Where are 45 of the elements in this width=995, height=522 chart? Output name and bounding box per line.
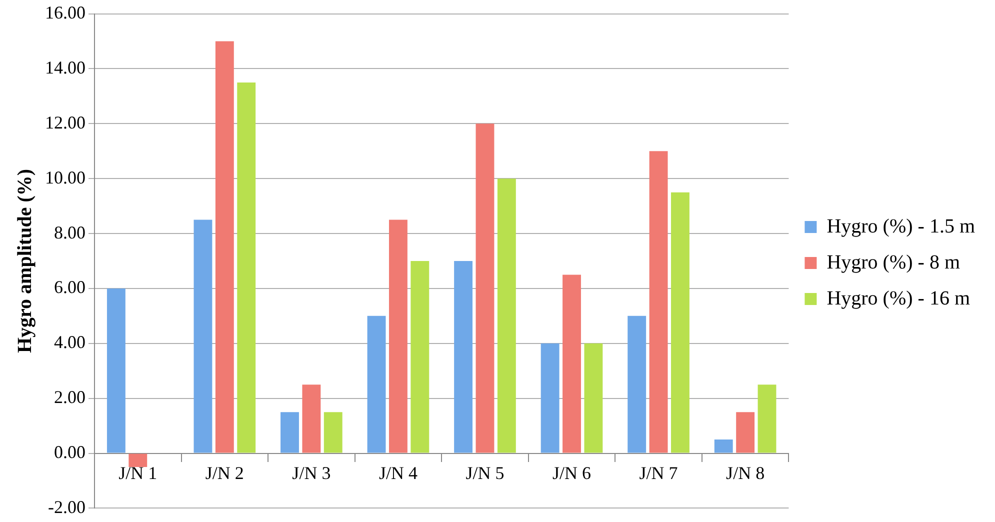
y-tick-label: 8.00 (54, 222, 86, 242)
bar (324, 412, 342, 453)
bar (237, 82, 256, 453)
y-tick-label: 14.00 (45, 57, 86, 78)
bar (671, 192, 690, 453)
bar (476, 124, 494, 453)
y-axis-title: Hygro amplitude (%) (14, 168, 36, 354)
y-tick-label: 2.00 (54, 387, 86, 408)
bar (302, 384, 321, 453)
x-tick-label: J/N 5 (466, 462, 504, 483)
x-tick-label: J/N 7 (639, 462, 678, 483)
legend-label: Hygro (%) - 16 m (826, 287, 970, 310)
bar (584, 343, 603, 453)
y-tick-label: 0.00 (54, 442, 86, 462)
bar (367, 316, 386, 453)
bar (280, 412, 299, 453)
x-tick-label: J/N 8 (726, 462, 765, 483)
bar (454, 261, 473, 453)
x-tick-label: J/N 4 (378, 462, 418, 483)
bar (562, 274, 581, 453)
y-tick-label: 10.00 (45, 167, 86, 188)
bar (540, 343, 560, 453)
bar (388, 220, 408, 453)
bar (194, 220, 212, 453)
x-tick-label: J/N 2 (205, 462, 244, 483)
y-tick-label: 12.00 (45, 112, 86, 132)
y-tick-label: 4.00 (54, 332, 86, 352)
bar (128, 454, 148, 467)
legend-label: Hygro (%) - 1.5 m (826, 215, 976, 238)
x-tick-label: J/N 6 (552, 462, 592, 483)
bar (714, 440, 733, 453)
bar (736, 412, 755, 453)
bar (628, 316, 646, 453)
legend-label: Hygro (%) - 8 m (826, 251, 960, 274)
bar (497, 178, 516, 453)
y-tick-label: -2.00 (48, 496, 86, 517)
y-tick-label: 16.00 (45, 2, 86, 23)
x-tick-label: J/N 1 (118, 462, 158, 483)
bar (410, 261, 430, 453)
bar (649, 151, 668, 453)
y-tick-label: 6.00 (54, 277, 86, 298)
bar (215, 41, 234, 453)
x-tick-label: J/N 3 (292, 462, 331, 483)
bar (106, 288, 126, 453)
bar (758, 384, 776, 453)
